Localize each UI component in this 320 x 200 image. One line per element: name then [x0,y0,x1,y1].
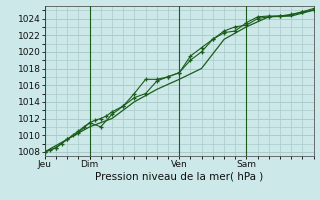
X-axis label: Pression niveau de la mer( hPa ): Pression niveau de la mer( hPa ) [95,172,263,182]
